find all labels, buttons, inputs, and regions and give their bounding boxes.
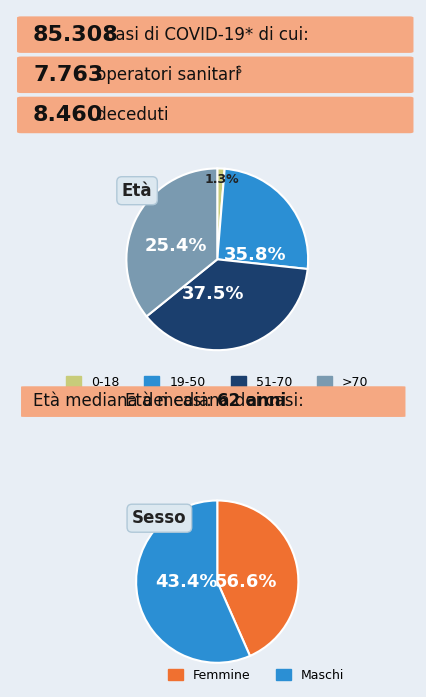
Text: 25.4%: 25.4%	[145, 237, 207, 254]
Text: operatori sanitari: operatori sanitari	[91, 66, 245, 84]
FancyBboxPatch shape	[17, 16, 414, 53]
Text: 8.460: 8.460	[33, 105, 104, 125]
Legend: Femmine, Maschi: Femmine, Maschi	[163, 664, 349, 687]
FancyBboxPatch shape	[17, 97, 414, 133]
Text: Sesso: Sesso	[132, 510, 187, 527]
Wedge shape	[217, 169, 225, 259]
Text: 56.6%: 56.6%	[214, 573, 277, 590]
Wedge shape	[136, 500, 250, 663]
Text: Età mediana dei casi:: Età mediana dei casi:	[125, 392, 309, 411]
Text: 85.308: 85.308	[33, 24, 119, 45]
Wedge shape	[217, 169, 308, 269]
Text: 1.3%: 1.3%	[204, 173, 239, 186]
Wedge shape	[217, 500, 298, 656]
Text: Età: Età	[122, 182, 153, 200]
Legend: 0-18, 19-50, 51-70, >70: 0-18, 19-50, 51-70, >70	[61, 371, 374, 394]
Text: casi di COVID-19* di cui:: casi di COVID-19* di cui:	[101, 26, 309, 44]
Text: 43.4%: 43.4%	[155, 573, 218, 590]
Text: $: $	[235, 65, 242, 75]
Text: Età mediana dei casi: 62 anni: Età mediana dei casi: 62 anni	[94, 392, 340, 411]
FancyBboxPatch shape	[17, 56, 414, 93]
Wedge shape	[147, 259, 308, 350]
FancyBboxPatch shape	[21, 386, 406, 417]
Text: deceduti: deceduti	[91, 106, 169, 124]
Text: Età mediana dei casi:: Età mediana dei casi:	[33, 392, 217, 411]
Text: 7.763: 7.763	[33, 65, 104, 85]
Text: 35.8%: 35.8%	[224, 246, 287, 263]
Text: 37.5%: 37.5%	[181, 285, 244, 303]
Text: 62 anni: 62 anni	[217, 392, 286, 411]
Wedge shape	[127, 169, 217, 316]
